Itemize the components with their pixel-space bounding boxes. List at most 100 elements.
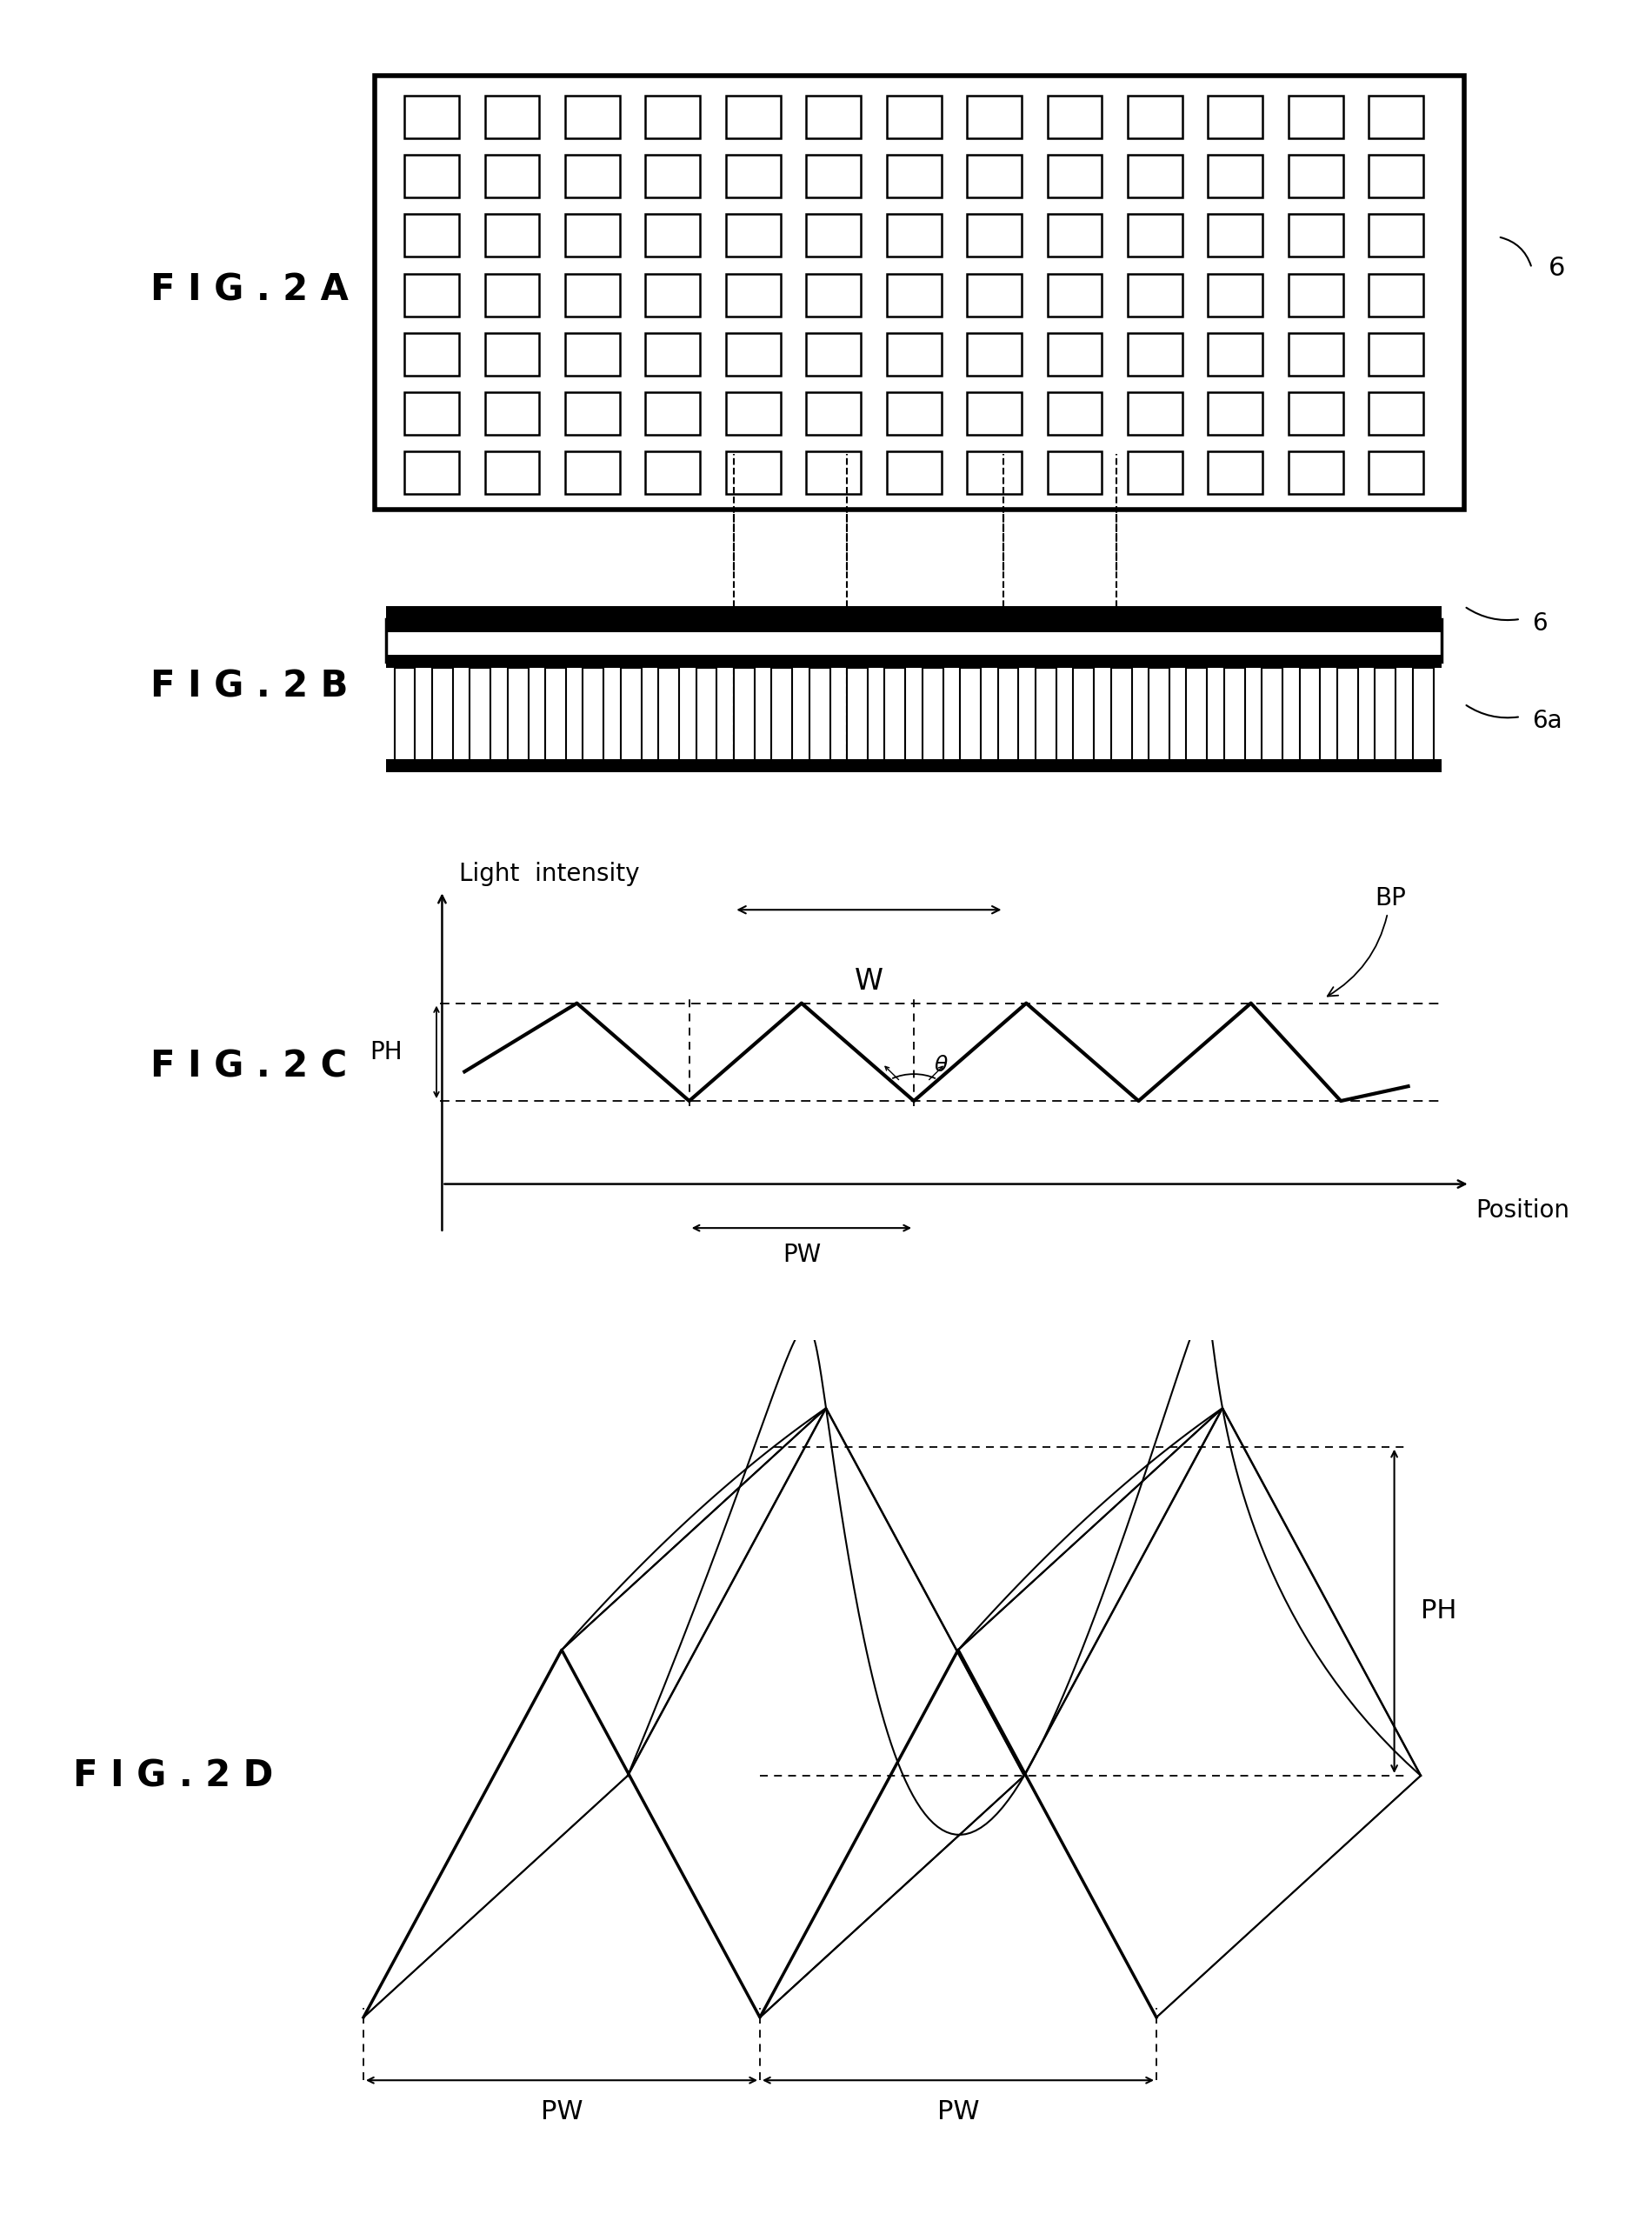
Bar	[966, 273, 1021, 317]
Bar	[484, 333, 540, 375]
Bar	[484, 96, 540, 139]
Bar	[885, 668, 905, 764]
Bar	[1289, 214, 1343, 257]
Bar	[725, 154, 780, 197]
Bar	[565, 393, 620, 436]
Bar	[1289, 273, 1343, 317]
Bar	[1370, 214, 1424, 257]
Bar	[1370, 154, 1424, 197]
Bar	[1208, 96, 1262, 139]
Bar	[806, 154, 861, 197]
Bar	[646, 214, 700, 257]
Bar	[1289, 393, 1343, 436]
Bar	[1412, 668, 1434, 764]
Bar	[725, 273, 780, 317]
Bar	[847, 668, 867, 764]
Bar	[1047, 273, 1102, 317]
Bar	[887, 451, 942, 494]
Bar	[1370, 333, 1424, 375]
Text: PH: PH	[1421, 1600, 1457, 1624]
Bar	[1289, 96, 1343, 139]
Bar	[1110, 668, 1132, 764]
Bar	[1208, 273, 1262, 317]
Bar	[1036, 668, 1056, 764]
Text: W: W	[854, 967, 884, 996]
Polygon shape	[760, 1407, 1222, 2017]
Bar	[646, 154, 700, 197]
Text: F I G . 2 B: F I G . 2 B	[150, 668, 347, 706]
Bar	[1128, 154, 1183, 197]
Bar	[484, 214, 540, 257]
Polygon shape	[958, 1407, 1421, 2017]
Bar	[395, 668, 415, 764]
Bar	[695, 668, 717, 764]
Bar	[433, 668, 453, 764]
Bar	[1208, 451, 1262, 494]
Text: F I G . 2 A: F I G . 2 A	[150, 273, 349, 308]
Bar	[565, 154, 620, 197]
Text: 6: 6	[1548, 255, 1566, 281]
Bar	[966, 96, 1021, 139]
Bar	[806, 451, 861, 494]
Bar	[1336, 668, 1358, 764]
Bar	[565, 451, 620, 494]
Bar	[1128, 96, 1183, 139]
Bar	[387, 760, 1442, 771]
Bar	[1370, 451, 1424, 494]
Bar	[405, 273, 459, 317]
Bar	[1047, 393, 1102, 436]
Text: F I G . 2 C: F I G . 2 C	[150, 1048, 347, 1086]
Bar	[725, 393, 780, 436]
Bar	[1047, 96, 1102, 139]
Text: PW: PW	[937, 2100, 980, 2125]
Text: PW: PW	[540, 2100, 583, 2125]
Bar	[1300, 668, 1320, 764]
Bar	[405, 333, 459, 375]
Bar	[646, 393, 700, 436]
Bar	[484, 393, 540, 436]
Bar	[405, 154, 459, 197]
Bar	[565, 273, 620, 317]
Bar	[733, 668, 755, 764]
Bar	[1128, 333, 1183, 375]
Bar	[583, 668, 603, 764]
Bar	[966, 451, 1021, 494]
Bar	[484, 273, 540, 317]
Bar	[966, 333, 1021, 375]
Bar	[809, 668, 829, 764]
Bar	[1128, 273, 1183, 317]
Bar	[484, 154, 540, 197]
Text: 6a: 6a	[1531, 708, 1561, 733]
Bar	[1047, 333, 1102, 375]
Text: Light  intensity: Light intensity	[459, 862, 639, 887]
Bar	[1208, 333, 1262, 375]
Bar	[484, 451, 540, 494]
Bar	[1289, 333, 1343, 375]
Bar	[405, 96, 459, 139]
Polygon shape	[562, 1407, 1024, 2017]
Bar	[1047, 451, 1102, 494]
Bar	[1128, 393, 1183, 436]
Bar	[966, 393, 1021, 436]
Bar	[806, 333, 861, 375]
Bar	[1208, 154, 1262, 197]
Bar	[771, 668, 793, 764]
Bar	[646, 96, 700, 139]
Bar	[1128, 214, 1183, 257]
Text: Position: Position	[1475, 1200, 1569, 1222]
Bar	[1208, 214, 1262, 257]
Bar	[1374, 668, 1396, 764]
Bar	[646, 273, 700, 317]
Bar	[405, 451, 459, 494]
Bar	[725, 214, 780, 257]
Bar	[507, 668, 529, 764]
Bar	[1370, 273, 1424, 317]
Bar	[725, 333, 780, 375]
Bar	[405, 214, 459, 257]
Bar	[646, 451, 700, 494]
Bar	[1370, 393, 1424, 436]
Bar	[887, 273, 942, 317]
Bar	[887, 96, 942, 139]
Bar	[545, 668, 567, 764]
Bar	[806, 273, 861, 317]
